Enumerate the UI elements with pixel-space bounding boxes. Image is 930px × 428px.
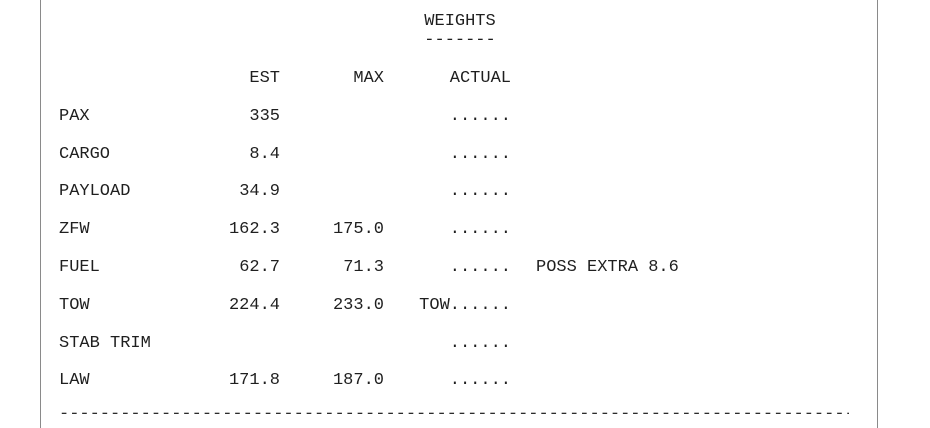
row-max: 71.3 [343, 258, 384, 277]
column-header-max: MAX [353, 69, 384, 88]
row-note: POSS EXTRA 8.6 [536, 258, 679, 277]
row-max: 187.0 [332, 371, 384, 390]
row-actual: ...... [449, 220, 511, 239]
row-label: PAYLOAD [59, 182, 131, 201]
row-label: ZFW [59, 220, 90, 239]
row-actual: ...... [449, 182, 511, 201]
table-row: ZFW 162.3 175.0 ...... [0, 220, 930, 240]
row-actual: TOW...... [419, 296, 511, 315]
row-est: 224.4 [228, 296, 280, 315]
table-row: PAYLOAD 34.9 ...... [0, 182, 930, 202]
column-header-actual: ACTUAL [449, 69, 511, 88]
table-row: STAB TRIM ...... [0, 334, 930, 354]
document-page [40, 0, 878, 428]
row-est: 8.4 [249, 145, 280, 164]
row-label: CARGO [59, 145, 111, 164]
row-est: 171.8 [228, 371, 280, 390]
row-actual: ...... [449, 107, 511, 126]
row-max: 233.0 [332, 296, 384, 315]
top-dashed-rule: ----------------------------------------… [59, 0, 849, 8]
table-row: TOW 224.4 233.0 TOW...... [0, 296, 930, 316]
row-label: TOW [59, 296, 90, 315]
column-header-est: EST [249, 69, 280, 88]
row-est: 335 [249, 107, 280, 126]
row-actual: ...... [449, 371, 511, 390]
section-title-underline: ------- [424, 31, 496, 50]
table-row: PAX 335 ...... [0, 107, 930, 127]
column-header-row: EST MAX ACTUAL [0, 69, 930, 89]
row-est: 62.7 [239, 258, 280, 277]
row-label: STAB TRIM [59, 334, 151, 353]
row-label: PAX [59, 107, 90, 126]
row-actual: ...... [449, 334, 511, 353]
row-max: 175.0 [332, 220, 384, 239]
table-row: LAW 171.8 187.0 ...... [0, 371, 930, 391]
row-actual: ...... [449, 145, 511, 164]
bottom-dashed-rule: ----------------------------------------… [59, 408, 849, 422]
table-row: CARGO 8.4 ...... [0, 145, 930, 165]
table-row: FUEL 62.7 71.3 ...... POSS EXTRA 8.6 [0, 258, 930, 278]
row-est: 162.3 [228, 220, 280, 239]
row-label: FUEL [59, 258, 100, 277]
section-title: WEIGHTS [424, 12, 496, 31]
row-label: LAW [59, 371, 90, 390]
row-est: 34.9 [239, 182, 280, 201]
row-actual: ...... [449, 258, 511, 277]
